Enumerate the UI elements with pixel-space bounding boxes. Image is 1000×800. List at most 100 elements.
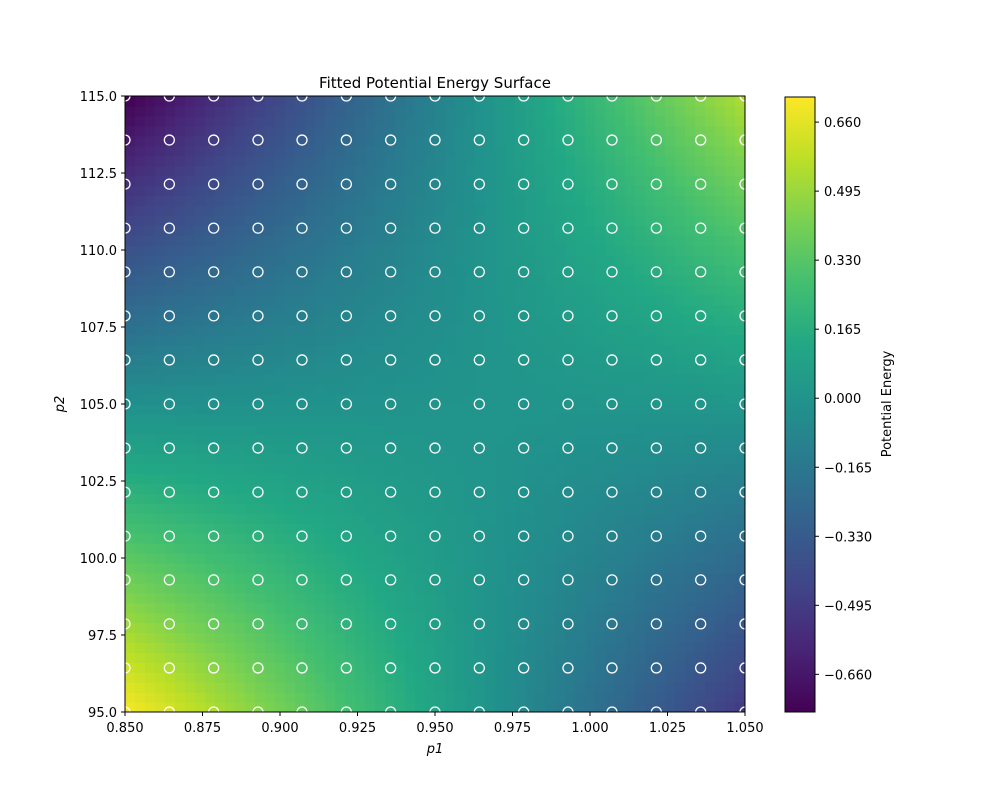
- data-point: [739, 574, 745, 586]
- x-tick-label: 0.925: [339, 721, 376, 736]
- data-point: [385, 266, 397, 278]
- x-tick-label: 0.875: [184, 721, 221, 736]
- data-point: [695, 662, 707, 674]
- data-point: [562, 354, 574, 366]
- data-point: [163, 618, 175, 630]
- data-point: [650, 662, 662, 674]
- data-point: [208, 310, 220, 322]
- data-point: [340, 178, 352, 190]
- data-point: [296, 96, 308, 102]
- data-point: [650, 96, 662, 102]
- data-point: [296, 442, 308, 454]
- data-point: [296, 530, 308, 542]
- data-point: [125, 222, 131, 234]
- data-point: [208, 618, 220, 630]
- data-point: [518, 618, 530, 630]
- data-point: [650, 134, 662, 146]
- data-point: [252, 398, 264, 410]
- data-point: [695, 398, 707, 410]
- data-point: [252, 442, 264, 454]
- data-point: [340, 706, 352, 712]
- data-point: [606, 662, 618, 674]
- data-point: [385, 96, 397, 102]
- data-point: [518, 266, 530, 278]
- data-point: [296, 618, 308, 630]
- data-point: [562, 96, 574, 102]
- data-point: [163, 574, 175, 586]
- data-point: [125, 442, 131, 454]
- y-tick-label: 95.0: [88, 706, 117, 721]
- data-point: [125, 706, 131, 712]
- data-point: [650, 354, 662, 366]
- data-point: [385, 178, 397, 190]
- data-point: [208, 486, 220, 498]
- data-point: [650, 222, 662, 234]
- data-point: [518, 310, 530, 322]
- data-point: [518, 486, 530, 498]
- data-point: [562, 618, 574, 630]
- data-point: [739, 178, 745, 190]
- data-point: [340, 310, 352, 322]
- data-point: [695, 310, 707, 322]
- data-point: [518, 662, 530, 674]
- x-tick-label: 1.050: [726, 721, 763, 736]
- data-point: [650, 442, 662, 454]
- data-point: [650, 178, 662, 190]
- data-point: [340, 222, 352, 234]
- data-point: [562, 574, 574, 586]
- data-point: [695, 618, 707, 630]
- data-point: [208, 96, 220, 102]
- y-axis-label: p2: [53, 396, 68, 414]
- data-point: [739, 706, 745, 712]
- data-point: [739, 486, 745, 498]
- data-point: [562, 134, 574, 146]
- data-point: [385, 310, 397, 322]
- data-point: [163, 530, 175, 542]
- data-point: [695, 178, 707, 190]
- data-point: [473, 354, 485, 366]
- x-tick-label: 0.900: [261, 721, 298, 736]
- x-tick-label: 0.975: [494, 721, 531, 736]
- data-point: [518, 134, 530, 146]
- x-axis: 0.850 0.875 0.900 0.925 0.950 0.975 1.000 1.025…: [106, 712, 764, 736]
- data-point: [296, 706, 308, 712]
- data-point: [252, 618, 264, 630]
- data-point: [650, 398, 662, 410]
- data-point: [163, 178, 175, 190]
- data-point: [429, 574, 441, 586]
- x-tick-label: 1.000: [571, 721, 608, 736]
- data-point: [385, 354, 397, 366]
- data-point: [650, 266, 662, 278]
- data-point: [125, 354, 131, 366]
- data-point: [252, 178, 264, 190]
- data-point: [473, 222, 485, 234]
- data-point: [562, 486, 574, 498]
- data-point: [163, 442, 175, 454]
- data-point: [473, 96, 485, 102]
- data-point: [296, 398, 308, 410]
- data-point: [296, 310, 308, 322]
- data-point: [473, 662, 485, 674]
- data-point: [695, 442, 707, 454]
- data-point: [125, 530, 131, 542]
- data-point: [562, 530, 574, 542]
- data-point: [208, 134, 220, 146]
- data-point: [562, 398, 574, 410]
- data-point: [252, 706, 264, 712]
- chart-title: Fitted Potential Energy Surface: [319, 74, 551, 92]
- data-point: [125, 618, 131, 630]
- data-point: [606, 574, 618, 586]
- data-point: [562, 706, 574, 712]
- data-point: [739, 222, 745, 234]
- y-tick-label: 110.0: [80, 244, 117, 259]
- data-point: [208, 574, 220, 586]
- data-point: [562, 178, 574, 190]
- data-point: [518, 574, 530, 586]
- data-point: [296, 178, 308, 190]
- data-point: [606, 486, 618, 498]
- y-axis: 95.0 97.5 100.0 102.5 105.0 107.5 110.0 112.5 11…: [80, 90, 125, 721]
- data-point: [125, 662, 131, 674]
- data-point: [208, 266, 220, 278]
- colorbar-tick-label: −0.660: [824, 668, 872, 683]
